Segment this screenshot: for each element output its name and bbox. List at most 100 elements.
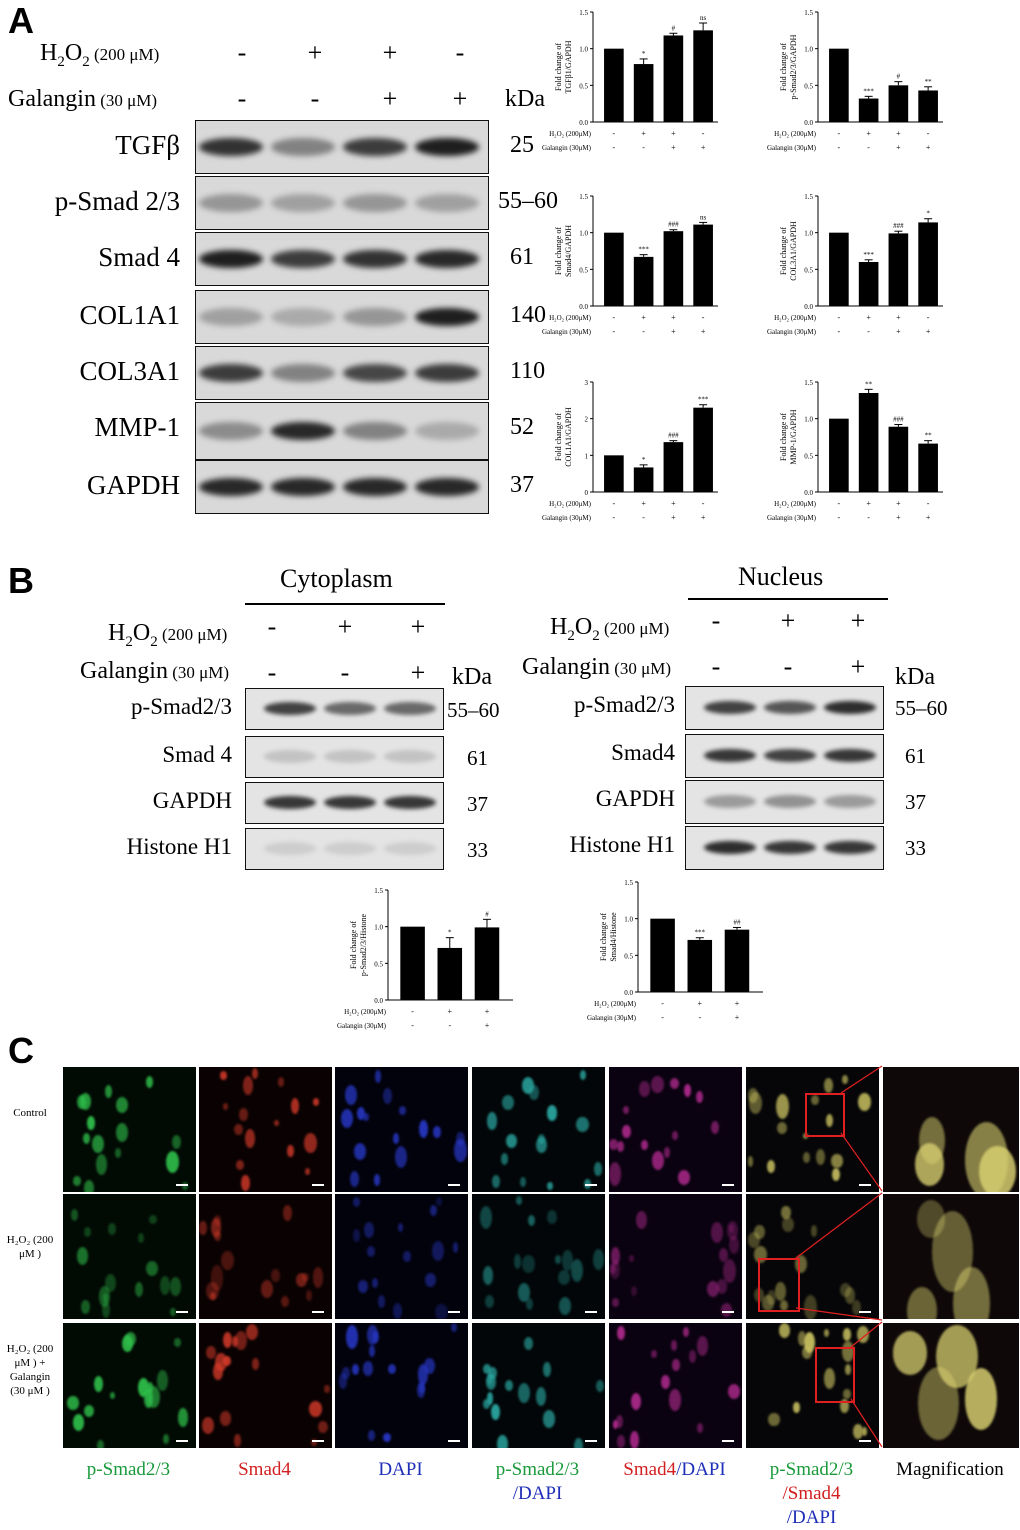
bar — [650, 918, 675, 992]
sig-annotation: # — [485, 910, 489, 918]
cell-spot — [832, 1168, 841, 1181]
cell-spot — [486, 1392, 494, 1405]
fluorescence-image — [62, 1066, 197, 1193]
cell-spot — [857, 1092, 871, 1112]
cell-spot — [283, 1205, 292, 1221]
cell-spot — [842, 1074, 849, 1084]
cell-spot — [664, 1146, 670, 1159]
cell-spot — [696, 1423, 703, 1434]
scale-bar — [448, 1440, 460, 1442]
chart-h2o2-sign: - — [702, 129, 705, 138]
cell-spot — [487, 1112, 497, 1130]
cell-spot — [371, 1277, 379, 1289]
scale-bar — [312, 1440, 324, 1442]
bar — [829, 418, 849, 492]
cell-spot — [79, 1092, 91, 1110]
chart-ylabel: Fold change ofSmad4/Histone — [599, 912, 618, 962]
cell-spot — [146, 1261, 158, 1276]
cell-spot — [199, 1220, 207, 1235]
blot-band — [199, 364, 263, 382]
bar — [829, 232, 849, 306]
cell-spot — [706, 1280, 719, 1298]
chart-galangin-sign: - — [411, 1021, 414, 1030]
h2o2-label: H2O2 (200 μM) — [40, 40, 160, 70]
bar — [663, 231, 684, 306]
zoom-region-box — [805, 1093, 845, 1137]
cell-spot — [650, 1350, 657, 1359]
cell-spot — [367, 1325, 378, 1346]
cell-spot — [482, 1363, 491, 1374]
cell-spot — [536, 1386, 547, 1406]
cell-spot — [748, 1087, 759, 1103]
cell-spot — [839, 1398, 849, 1414]
bar — [858, 393, 879, 492]
cell-spot — [484, 1295, 494, 1308]
cell-spot — [766, 1290, 776, 1306]
chart-h2o2-sign: - — [702, 313, 705, 322]
cell-spot — [710, 1222, 724, 1243]
y-tick-label: 1.0 — [579, 46, 588, 54]
blot-label: COL3A1 — [79, 356, 181, 386]
blot-mw: 110 — [510, 358, 546, 384]
cell-spot — [295, 1272, 308, 1288]
blot-band — [384, 796, 436, 809]
blot-band — [415, 308, 479, 326]
sig-annotation: ### — [668, 432, 679, 440]
cell-spot — [678, 1170, 690, 1185]
cell-spot — [501, 1153, 509, 1165]
cell-spot — [312, 1098, 319, 1106]
y-tick-label: 2 — [585, 416, 589, 424]
bar — [604, 232, 624, 306]
cell-spot — [843, 1388, 851, 1400]
chart-galangin-sign: + — [485, 1021, 490, 1030]
channel-caption: Smad4/DAPI — [608, 1458, 741, 1482]
cell-spot — [383, 1432, 391, 1442]
caption-part: /DAPI — [512, 1483, 563, 1504]
fluorescence-image — [882, 1066, 1020, 1193]
cell-spot — [387, 1363, 396, 1374]
cell-spot — [171, 1135, 181, 1150]
caption-part: /DAPI — [676, 1459, 726, 1480]
b-cyto-h2o2-sign: + — [337, 612, 353, 641]
chart-galangin-label: Galangin (30μM) — [337, 1022, 387, 1030]
cell-spot — [810, 1225, 818, 1237]
cell-spot — [486, 1373, 497, 1390]
chart-h2o2-sign: - — [613, 313, 616, 322]
cell-spot — [273, 1119, 279, 1127]
blot-label: Smad 4 — [98, 242, 180, 272]
b-cyto-blot-strip — [245, 782, 444, 824]
cell-spot — [609, 1138, 619, 1151]
cell-spot — [536, 1136, 548, 1154]
cell-spot — [97, 1439, 104, 1448]
cell-spot — [110, 1392, 116, 1399]
blot-mw: 61 — [510, 244, 534, 270]
b-cyto-blot-strip — [245, 688, 444, 730]
chart-ylabel: Fold change ofCOL1A1/GAPDH — [554, 407, 573, 467]
cell-spot — [81, 1299, 91, 1315]
chart-galangin-sign: + — [701, 327, 706, 336]
chart-h2o2-sign: - — [613, 499, 616, 508]
cell-spot — [213, 1215, 222, 1227]
cell-spot — [303, 1132, 317, 1154]
chart-galangin-sign: + — [896, 513, 901, 522]
chart-h2o2-label: H₂O₂ (200μM) — [344, 1008, 387, 1016]
y-tick-label: 0.5 — [624, 952, 633, 960]
cell-spot — [616, 1141, 625, 1153]
fluorescence-image — [471, 1322, 606, 1449]
cell-spot — [542, 1409, 556, 1428]
cell-spot — [628, 1254, 635, 1262]
cell-spot — [559, 1297, 572, 1316]
cell-spot — [592, 1248, 604, 1270]
chart-galangin-label: Galangin (30μM) — [542, 144, 592, 152]
cell-spot — [103, 1293, 109, 1304]
cell-spot — [67, 1395, 79, 1411]
bar — [888, 85, 909, 122]
cell-spot — [243, 1075, 254, 1096]
cell-spot — [101, 1301, 110, 1318]
blot-band — [415, 478, 479, 496]
bar-chart: Fold change ofCOL3A1/GAPDH 0.0 0.5 1.0 1.5 - -… — [767, 193, 943, 336]
b-cyto-galangin-label: Galangin (30 μM) — [80, 658, 230, 684]
cell-spot — [305, 1168, 311, 1175]
cell-spot — [491, 1174, 500, 1189]
cell-spot — [456, 1131, 465, 1147]
